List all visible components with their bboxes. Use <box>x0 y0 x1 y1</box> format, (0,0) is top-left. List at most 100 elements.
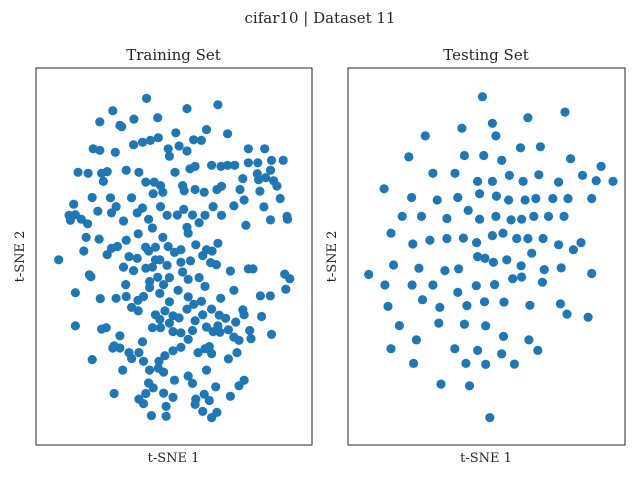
scatter-point <box>577 170 588 180</box>
scatter-point <box>168 346 178 356</box>
scatter-point <box>160 351 170 361</box>
scatter-point <box>568 245 579 255</box>
scatter-point <box>213 238 223 248</box>
scatter-point <box>243 144 253 154</box>
scatter-point <box>407 192 417 203</box>
scatter-point <box>148 383 158 393</box>
scatter-point <box>198 310 208 320</box>
scatter-point <box>562 309 572 319</box>
scatter-point <box>101 323 111 333</box>
scatter-point <box>185 164 195 174</box>
scatter-point <box>471 281 481 291</box>
scatter-point <box>517 214 527 224</box>
scatter-point <box>481 321 491 331</box>
scatter-point <box>454 264 464 274</box>
scatter-point <box>282 214 293 224</box>
scatter-point <box>497 349 507 359</box>
scatter-point <box>129 140 139 150</box>
scatter-point <box>485 413 495 423</box>
scatter-point <box>440 266 450 276</box>
scatter-point <box>134 167 144 177</box>
scatter-point <box>133 229 143 239</box>
scatter-point <box>512 233 522 244</box>
scatter-point <box>576 238 586 248</box>
scatter-point <box>194 218 204 228</box>
scatter-point <box>148 189 158 199</box>
scatter-point <box>164 318 174 328</box>
scatter-point <box>425 235 435 245</box>
scatter-point <box>144 214 154 224</box>
scatter-point <box>179 186 189 196</box>
scatter-point <box>97 168 107 178</box>
scatter-point <box>453 192 463 203</box>
scatter-point <box>162 210 172 220</box>
scatter-point <box>234 335 244 345</box>
scatter-point <box>216 161 226 171</box>
scatter-point <box>159 367 169 377</box>
scatter-point <box>213 100 223 110</box>
scatter-point <box>129 114 139 124</box>
scatter-point <box>388 260 399 270</box>
scatter-point <box>257 311 267 322</box>
scatter-point <box>216 181 227 191</box>
scatter-point <box>147 323 157 333</box>
scatter-point <box>475 189 485 199</box>
scatter-point <box>498 331 509 341</box>
scatter-point <box>414 263 424 273</box>
scatter-point <box>124 348 134 358</box>
scatter-point <box>479 297 490 307</box>
scatter-point <box>198 251 208 261</box>
training-panel: Training Set t-SNE 1 t-SNE 2 <box>13 46 313 466</box>
scatter-point <box>232 348 242 358</box>
scatter-point <box>487 176 497 186</box>
scatter-point <box>520 195 530 205</box>
scatter-point <box>187 378 198 388</box>
scatter-point <box>159 388 169 398</box>
scatter-point <box>407 280 417 290</box>
testing-title: Testing Set <box>443 46 528 64</box>
scatter-point <box>457 123 467 133</box>
testing-panel: Testing Set t-SNE 1 t-SNE 2 <box>325 46 626 466</box>
scatter-point <box>559 211 569 221</box>
scatter-point <box>245 325 255 336</box>
scatter-point <box>147 223 157 233</box>
scatter-point <box>207 246 217 256</box>
scatter-point <box>509 359 519 369</box>
scatter-point <box>115 331 125 341</box>
scatter-point <box>127 193 137 203</box>
scatter-point <box>473 345 483 355</box>
scatter-point <box>185 256 196 266</box>
training-plot-frame <box>35 67 313 446</box>
scatter-point <box>109 341 119 351</box>
scatter-point <box>70 321 80 331</box>
scatter-point <box>158 187 168 197</box>
scatter-point <box>504 195 514 205</box>
scatter-point <box>481 359 491 369</box>
scatter-point <box>121 291 131 302</box>
scatter-point <box>93 206 103 216</box>
scatter-point <box>198 406 208 416</box>
scatter-point <box>591 176 601 186</box>
scatter-point <box>199 187 209 197</box>
scatter-point <box>221 313 231 323</box>
scatter-point <box>215 327 225 337</box>
scatter-point <box>187 325 198 336</box>
scatter-point <box>252 169 262 179</box>
scatter-point <box>204 395 214 406</box>
scatter-point <box>556 263 566 273</box>
scatter-point <box>160 306 170 316</box>
scatter-point <box>132 253 142 263</box>
scatter-point <box>173 285 183 295</box>
scatter-point <box>238 174 248 184</box>
scatter-point <box>162 260 172 270</box>
scatter-point <box>108 106 118 116</box>
scatter-point <box>281 284 291 294</box>
scatter-point <box>200 281 210 291</box>
scatter-point <box>155 202 166 212</box>
scatter-point <box>255 291 265 301</box>
scatter-point <box>428 168 438 178</box>
scatter-point <box>137 137 148 147</box>
scatter-point <box>560 107 570 117</box>
scatter-point <box>498 228 508 238</box>
scatter-point <box>459 150 469 161</box>
